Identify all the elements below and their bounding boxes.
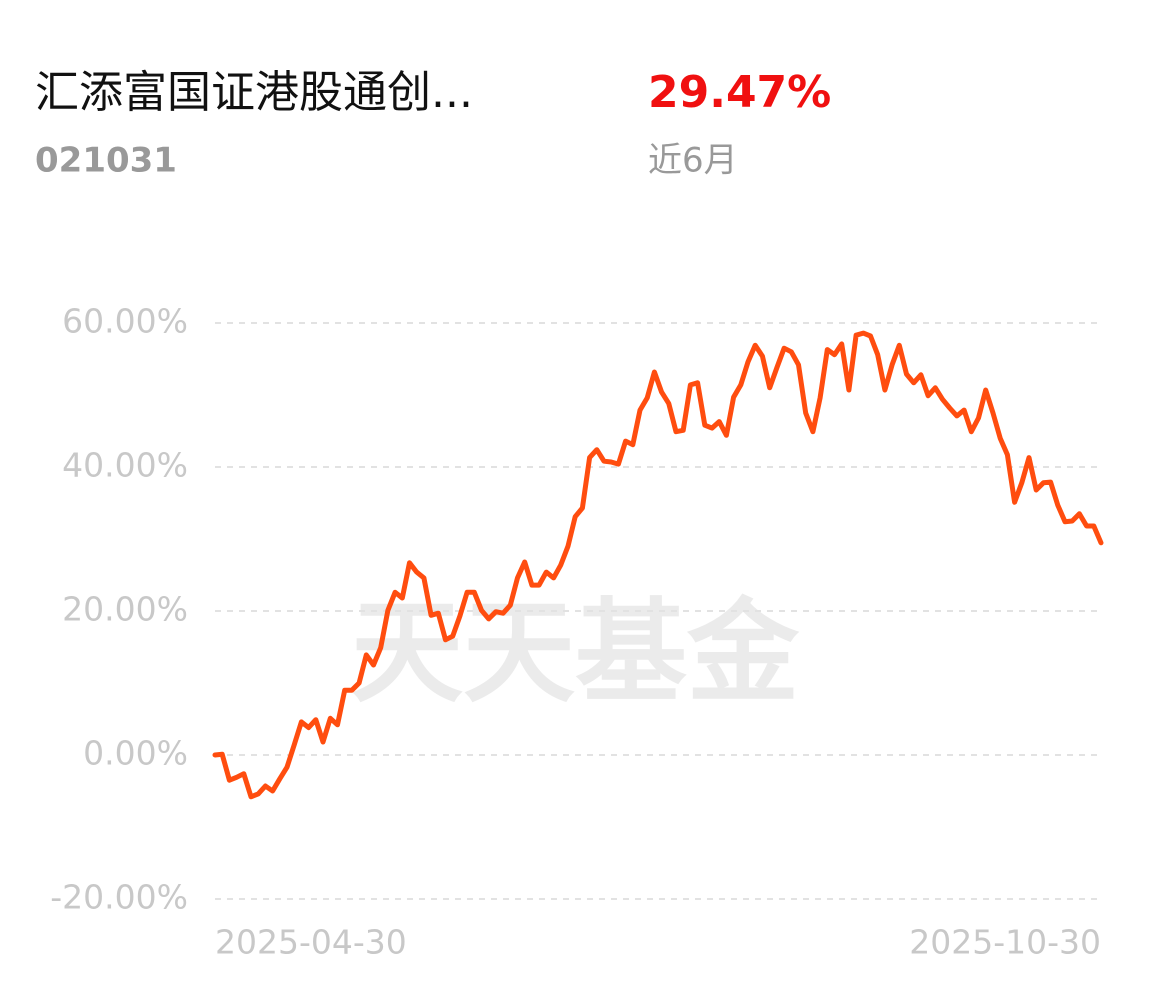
period-label: 近6月 <box>648 141 738 181</box>
y-tick-label: 20.00% <box>62 590 188 629</box>
return-line <box>212 330 1104 800</box>
y-tick-label: 0.00% <box>83 734 188 773</box>
y-tick-label: 40.00% <box>62 446 188 485</box>
fund-name[interactable]: 汇添富国证港股通创... <box>35 67 473 118</box>
x-tick-label: 2025-04-30 <box>215 923 407 962</box>
return-value: 29.47% <box>648 67 831 118</box>
watermark: 天天基金 <box>351 588 800 718</box>
y-tick-label: 60.00% <box>62 302 188 341</box>
y-tick-label: -20.00% <box>50 878 188 917</box>
fund-code: 021031 <box>35 141 177 181</box>
x-tick-label: 2025-10-30 <box>909 923 1101 962</box>
